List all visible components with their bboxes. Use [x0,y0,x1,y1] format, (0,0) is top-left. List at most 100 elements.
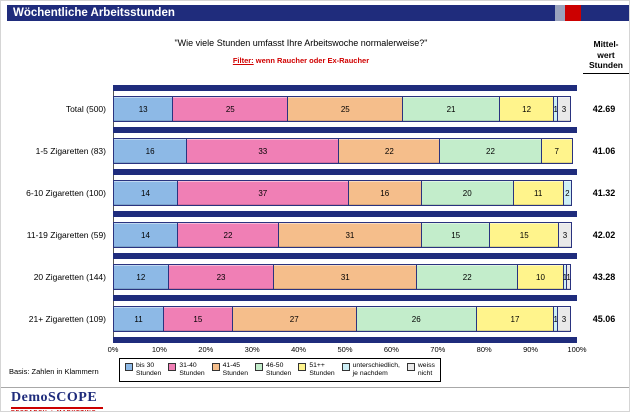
segment-value: 1 [562,272,568,282]
segment-value: 3 [562,230,568,240]
category-label: 11-19 Zigaretten (59) [26,230,106,240]
legend-item: 46-50 Stunden [254,362,291,378]
bar-segment: 22 [176,222,280,248]
category-label: 21+ Zigaretten (109) [28,314,106,324]
legend-label: unterschiedlich, je nachdem [352,362,400,377]
bar-segment: 16 [113,138,188,164]
row-separator [1,169,629,175]
mean-value: 41.32 [592,188,616,198]
legend-item: 51++ Stunden [298,362,335,378]
segment-value: 2 [565,188,570,198]
x-tick-label: 20% [198,345,214,354]
category-label: 1-5 Zigaretten (83) [35,146,106,156]
bar-segment: 31 [273,264,418,290]
mean-value: 42.69 [592,104,616,114]
legend-swatch [406,363,415,371]
bar-segment: 25 [172,96,289,122]
category-label: 6-10 Zigaretten (100) [26,188,106,198]
titlebar-gray-block [555,5,565,21]
category-label: Total (500) [65,104,106,114]
segment-value: 16 [380,188,390,198]
legend-label: 41-45 Stunden [222,362,248,377]
x-tick-label: 30% [244,345,260,354]
segment-value: 23 [216,272,226,282]
chart-row: 11-19 Zigaretten (59) 14 22 31 15 15 3 42.02 [1,217,629,253]
bar-segment: 3 [558,222,572,248]
bar-segment: 1 [566,264,571,290]
segment-value: 12 [136,272,146,282]
x-axis: 0% 10% 20% 30% 40% 50% 60% 70% 80% 90% 100% [108,345,587,355]
title-bar: Wöchentliche Arbeitsstunden [7,5,629,21]
segment-value: 11 [534,188,543,198]
mean-value: 45.06 [592,314,616,324]
bar-segment: 10 [517,264,564,290]
separator-strip [113,211,577,217]
segment-value: 16 [145,146,155,156]
legend-item: 41-45 Stunden [211,362,248,378]
segment-value: 20 [462,188,472,198]
segment-value: 27 [289,314,299,324]
segment-value: 1 [553,314,558,324]
footer-divider [1,387,629,388]
bar-segment: 23 [167,264,275,290]
stacked-bar: 11 15 27 26 17 1 3 [113,306,577,332]
bar-segment: 7 [540,138,573,164]
bar-segment: 37 [176,180,349,206]
segment-value: 25 [225,104,235,114]
legend-swatch [125,363,133,371]
stacked-bar: 14 22 31 15 15 3 [113,222,577,248]
chart-legend: bis 30 Stunden 31-40 Stunden 41-45 Stunden 46-… [119,358,441,382]
category-label: 20 Zigaretten (144) [33,272,106,282]
chart-row: 6-10 Zigaretten (100) 14 37 16 20 11 2 41.32 [1,175,629,211]
segment-value: 33 [258,146,268,156]
stacked-bar: 14 37 16 20 11 2 [113,180,577,206]
mean-value: 41.06 [592,146,616,156]
separator-strip [113,85,577,91]
bar-segment: 22 [416,264,519,290]
legend-item: 31-40 Stunden [168,362,205,378]
legend-label: 31-40 Stunden [179,362,205,377]
segment-value: 22 [223,230,233,240]
legend-label: 51++ Stunden [309,362,335,377]
logo-tagline: RESEARCH ◆ MARKETING [11,410,103,411]
segment-value: 22 [486,146,495,156]
bar-segment: 25 [287,96,404,122]
segment-value: 1 [566,272,571,282]
bar-segment: 15 [420,222,491,248]
legend-swatch [254,363,263,371]
legend-swatch [211,363,220,371]
bar-segment: 15 [489,222,560,248]
logo-name: DemoSCOPE [11,390,98,405]
bar-segment: 11 [512,180,564,206]
x-tick-label: 100% [567,345,587,354]
stacked-bar-chart: Total (500) 13 25 25 21 12 1 3 42.69 1-5 Zigarett… [1,85,629,343]
legend-label: weiss nicht [417,362,435,377]
bar-segment: 11 [113,306,165,332]
segment-value: 15 [451,230,461,240]
bar-segment: 26 [355,306,477,332]
row-separator [1,295,629,301]
segment-value: 25 [340,104,350,114]
chart-row: Total (500) 13 25 25 21 12 1 3 42.69 [1,91,629,127]
filter-text: wenn Raucher oder Ex-Raucher [255,56,370,65]
bar-segment: 12 [113,264,169,290]
segment-value: 14 [141,188,150,198]
row-separator [1,253,629,259]
segment-value: 11 [134,314,143,324]
bar-segment: 3 [557,96,571,122]
mean-column-header: Mittel- wert Stunden [583,39,629,74]
segment-value: 26 [411,314,421,324]
segment-value: 21 [446,104,456,114]
x-tick-label: 90% [523,345,539,354]
segment-value: 17 [510,314,520,324]
filter-note: Filter: wenn Raucher oder Ex-Raucher [91,56,511,65]
x-tick-label: 60% [383,345,399,354]
legend-label: bis 30 Stunden [136,362,162,377]
chart-row: 21+ Zigaretten (109) 11 15 27 26 17 1 3 45.06 [1,301,629,337]
mean-header-line: Mittel- [593,39,619,49]
x-tick-label: 80% [476,345,492,354]
bar-segment: 21 [402,96,500,122]
segment-value: 3 [561,104,567,114]
legend-swatch [168,363,177,371]
